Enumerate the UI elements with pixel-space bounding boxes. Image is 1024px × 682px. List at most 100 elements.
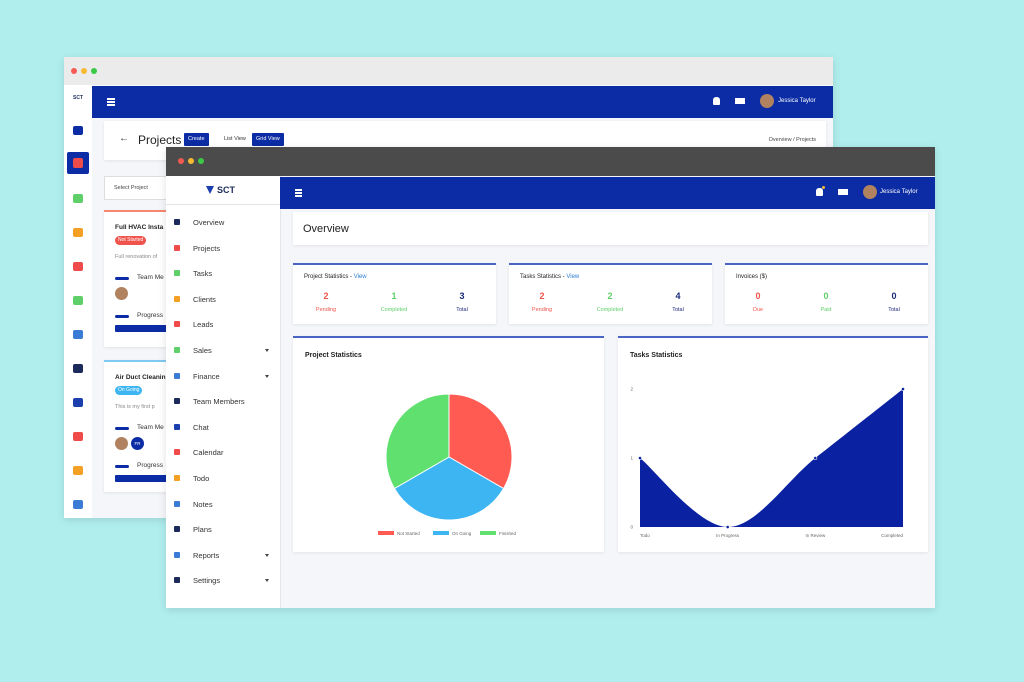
button[interactable]: Grid View bbox=[252, 133, 284, 146]
menu-icon bbox=[174, 270, 180, 277]
menu-toggle[interactable] bbox=[295, 189, 302, 191]
menu-icon bbox=[174, 372, 180, 379]
avatar bbox=[115, 287, 128, 300]
stat-label: Total bbox=[888, 307, 900, 313]
stat-card: Invoices ($) 0 Due 0 Paid 0 Total bbox=[725, 263, 928, 324]
menu-item[interactable]: Todo bbox=[166, 468, 280, 488]
menu-item[interactable]: Overview bbox=[166, 212, 280, 232]
bell-icon[interactable] bbox=[713, 97, 720, 105]
divider bbox=[166, 204, 280, 205]
todo-icon[interactable] bbox=[73, 466, 83, 475]
breadcrumb[interactable]: Overview / Projects bbox=[768, 137, 816, 143]
menu-label: Overview bbox=[193, 218, 225, 227]
area bbox=[640, 389, 903, 527]
menu-label: Calendar bbox=[193, 448, 224, 458]
menu-item[interactable]: Settings bbox=[166, 570, 280, 590]
header: Jessica Taylor bbox=[280, 177, 935, 209]
finance-icon[interactable] bbox=[73, 330, 83, 339]
icon-sidebar: SCT bbox=[64, 85, 92, 518]
calendar-icon[interactable] bbox=[73, 432, 83, 441]
maximize-dot[interactable] bbox=[198, 158, 204, 164]
stat-value: 0 bbox=[823, 291, 829, 301]
pie-slice bbox=[385, 393, 450, 490]
progress-bar bbox=[115, 325, 210, 332]
leads-icon[interactable] bbox=[73, 262, 83, 271]
menu-icon bbox=[174, 398, 180, 405]
language-icon[interactable] bbox=[838, 189, 848, 195]
project-description: Full renovation of bbox=[115, 254, 158, 260]
menu-item[interactable]: Reports bbox=[166, 545, 280, 565]
button[interactable]: List View bbox=[224, 136, 246, 142]
clients-icon[interactable] bbox=[73, 228, 83, 237]
menu-label: Clients bbox=[193, 294, 216, 304]
team-icon[interactable] bbox=[73, 364, 83, 373]
back-arrow[interactable]: ← bbox=[119, 133, 129, 144]
menu-item[interactable]: Chat bbox=[166, 417, 280, 437]
project-name: Full HVAC Insta bbox=[115, 224, 164, 231]
menu-label: Finance bbox=[193, 371, 220, 381]
menu-item[interactable]: Leads bbox=[166, 314, 280, 334]
x-tick-label: In Review bbox=[805, 533, 826, 538]
language-icon[interactable] bbox=[735, 98, 745, 104]
user-name[interactable]: Jessica Taylor bbox=[880, 189, 918, 195]
avatar bbox=[115, 437, 128, 450]
menu-item[interactable]: Tasks bbox=[166, 263, 280, 283]
stat-link[interactable]: View bbox=[353, 274, 367, 280]
status-badge: On Going bbox=[115, 386, 143, 395]
button[interactable]: Create bbox=[184, 133, 209, 146]
stat-title: Project Statistics - View bbox=[304, 274, 367, 280]
stat-link[interactable]: View bbox=[566, 274, 580, 280]
front-window: SCT Overview Projects Tasks Clients Leads Sal… bbox=[166, 147, 935, 608]
menu-toggle[interactable] bbox=[107, 98, 115, 100]
pie-chart: Project Statistics Not Started On Going Fi… bbox=[305, 352, 517, 536]
y-tick-label: 2 bbox=[630, 387, 633, 392]
area-chart: Tasks Statistics 0 1 2 Todo In Progress In Re… bbox=[630, 352, 905, 538]
avatar[interactable] bbox=[760, 94, 774, 108]
projects-icon bbox=[73, 158, 83, 168]
home-icon[interactable] bbox=[73, 126, 83, 135]
active-icon-bg[interactable] bbox=[67, 152, 89, 174]
menu-item[interactable]: Plans bbox=[166, 519, 280, 539]
sales-icon[interactable] bbox=[73, 296, 83, 305]
menu-item[interactable]: Calendar bbox=[166, 442, 280, 462]
notes-icon[interactable] bbox=[73, 500, 83, 509]
menu-label: Todo bbox=[193, 474, 210, 483]
team-label: Team Me bbox=[137, 424, 164, 431]
menu-label: Chat bbox=[193, 422, 209, 432]
user-name[interactable]: Jessica Taylor bbox=[778, 98, 816, 104]
maximize-dot[interactable] bbox=[91, 68, 97, 74]
menu-item[interactable]: Clients bbox=[166, 289, 280, 309]
pie-card: Project Statistics Not Started On Going Fi… bbox=[293, 336, 604, 552]
dropdown-caret bbox=[265, 553, 269, 557]
close-dot[interactable] bbox=[178, 158, 184, 164]
stat-label: Completed bbox=[596, 307, 624, 313]
menu-label: Reports bbox=[193, 550, 220, 560]
menu-item[interactable]: Sales bbox=[166, 340, 280, 360]
legend-label: On Going bbox=[452, 531, 472, 536]
title-bar bbox=[64, 57, 833, 85]
menu-item[interactable]: Projects bbox=[166, 238, 280, 258]
tasks-icon[interactable] bbox=[73, 194, 83, 203]
avatar[interactable] bbox=[863, 185, 877, 199]
stat-value: 2 bbox=[323, 291, 329, 301]
menu-item[interactable]: Finance bbox=[166, 366, 280, 386]
logo-icon bbox=[206, 186, 214, 194]
menu-item[interactable]: Notes bbox=[166, 494, 280, 514]
stat-card: Project Statistics - View 2 Pending 1 Comple… bbox=[293, 263, 496, 324]
close-dot[interactable] bbox=[71, 68, 77, 74]
dash bbox=[115, 427, 129, 430]
dash bbox=[115, 277, 129, 280]
chart-title: Tasks Statistics bbox=[630, 352, 683, 359]
dash bbox=[115, 315, 129, 318]
minimize-dot[interactable] bbox=[81, 68, 87, 74]
bell-icon[interactable] bbox=[816, 188, 823, 196]
title-bar bbox=[166, 147, 935, 176]
progress-bar bbox=[115, 475, 210, 482]
menu-item[interactable]: Team Members bbox=[166, 391, 280, 411]
minimize-dot[interactable] bbox=[188, 158, 194, 164]
stat-label: Pending bbox=[531, 307, 553, 313]
team-label: Team Me bbox=[137, 274, 164, 281]
menu-icon bbox=[174, 321, 180, 328]
pie-slice bbox=[448, 393, 513, 490]
chat-icon[interactable] bbox=[73, 398, 83, 407]
